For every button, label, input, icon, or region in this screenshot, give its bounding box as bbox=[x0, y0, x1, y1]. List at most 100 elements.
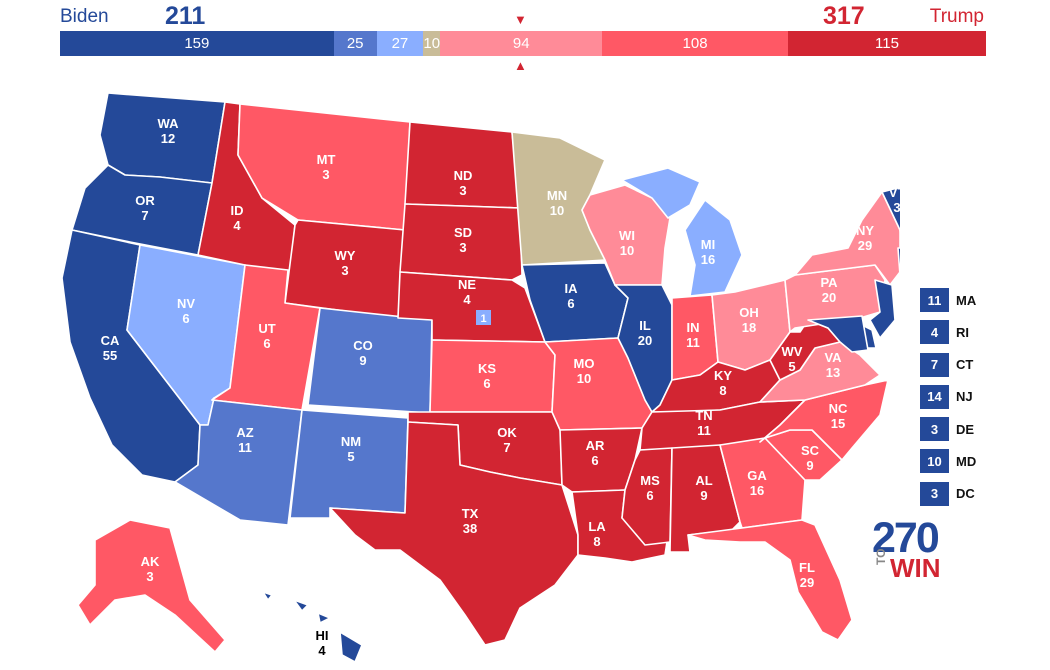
state-ev-ca: 55 bbox=[103, 348, 117, 363]
small-state-ev-box: 4 bbox=[920, 320, 949, 345]
state-ev-mn: 10 bbox=[550, 203, 564, 218]
state-label-ut: UT bbox=[258, 321, 275, 336]
state-label-ak: AK bbox=[141, 554, 160, 569]
state-ks[interactable] bbox=[429, 339, 556, 413]
state-ev-la: 8 bbox=[593, 534, 600, 549]
state-label-tx: TX bbox=[462, 506, 479, 521]
state-label-wy: WY bbox=[335, 248, 356, 263]
small-state-ev-box: 3 bbox=[920, 417, 949, 442]
270towin-logo[interactable]: 270 TO WIN bbox=[872, 514, 941, 582]
state-label-id: ID bbox=[231, 203, 244, 218]
state-ev-wa: 12 bbox=[161, 131, 175, 146]
state-tx[interactable] bbox=[329, 421, 579, 646]
state-label-mt: MT bbox=[317, 152, 336, 167]
state-label-wv: WV bbox=[782, 344, 803, 359]
270-marker-up-icon: ▲ bbox=[514, 58, 527, 73]
state-label-ia: IA bbox=[565, 281, 579, 296]
state-label-wi: WI bbox=[619, 228, 635, 243]
state-ev-wy: 3 bbox=[341, 263, 348, 278]
state-label-nd: ND bbox=[454, 168, 473, 183]
electoral-vote-bar: 159 25 27 10 94 108 115 bbox=[60, 31, 986, 56]
small-state-ct[interactable]: 7 CT bbox=[920, 352, 976, 377]
state-ev-ok: 7 bbox=[503, 440, 510, 455]
state-ev-mi: 16 bbox=[701, 252, 715, 267]
small-state-ri[interactable]: 4 RI bbox=[920, 320, 976, 345]
state-ev-tn: 11 bbox=[697, 423, 711, 438]
state-label-sc: SC bbox=[801, 443, 820, 458]
state-mi[interactable] bbox=[621, 167, 743, 297]
state-ev-id: 4 bbox=[233, 218, 241, 233]
state-ev-sd: 3 bbox=[459, 240, 466, 255]
state-vt[interactable] bbox=[881, 186, 900, 231]
small-state-de[interactable]: 3 DE bbox=[920, 417, 976, 442]
state-label-ms: MS bbox=[640, 473, 660, 488]
small-state-dc[interactable]: 3 DC bbox=[920, 481, 976, 506]
state-ev-ak: 3 bbox=[146, 569, 153, 584]
state-label-mo: MO bbox=[574, 356, 595, 371]
state-ev-nc: 15 bbox=[831, 416, 845, 431]
state-md[interactable] bbox=[807, 315, 869, 353]
state-label-in: IN bbox=[687, 320, 700, 335]
state-hi[interactable] bbox=[262, 591, 363, 663]
state-ev-il: 20 bbox=[638, 333, 652, 348]
state-ev-nv: 6 bbox=[182, 311, 189, 326]
small-state-md[interactable]: 10 MD bbox=[920, 449, 976, 474]
state-label-or: OR bbox=[135, 193, 155, 208]
state-label-ca: CA bbox=[101, 333, 120, 348]
state-ev-mo: 10 bbox=[577, 371, 591, 386]
state-ev-ga: 16 bbox=[750, 483, 764, 498]
small-state-ev-box: 14 bbox=[920, 384, 949, 409]
state-ev-nm: 5 bbox=[347, 449, 354, 464]
state-label-az: AZ bbox=[236, 425, 253, 440]
state-ev-mt: 3 bbox=[322, 167, 329, 182]
state-ev-sc: 9 bbox=[806, 458, 813, 473]
state-label-il: IL bbox=[639, 318, 651, 333]
state-label-co: CO bbox=[353, 338, 373, 353]
state-ev-co: 9 bbox=[359, 353, 366, 368]
state-label-ar: AR bbox=[586, 438, 605, 453]
state-ev-ms: 6 bbox=[646, 488, 653, 503]
state-label-al: AL bbox=[695, 473, 712, 488]
state-label-la: LA bbox=[588, 519, 606, 534]
state-ev-oh: 18 bbox=[742, 320, 756, 335]
bar-segment: 159 bbox=[60, 31, 334, 56]
state-label-ks: KS bbox=[478, 361, 496, 376]
small-state-abbr: CT bbox=[956, 357, 974, 373]
bar-segment: 115 bbox=[788, 31, 986, 56]
state-nm[interactable] bbox=[289, 409, 409, 519]
state-label-tn: TN bbox=[695, 408, 712, 423]
bar-segment: 25 bbox=[333, 31, 377, 56]
state-label-wa: WA bbox=[158, 116, 180, 131]
state-ev-vt: 3 bbox=[893, 200, 900, 215]
state-ak[interactable] bbox=[77, 519, 226, 653]
small-state-ev-box: 11 bbox=[920, 288, 949, 312]
state-ev-ks: 6 bbox=[483, 376, 490, 391]
state-co[interactable] bbox=[307, 307, 433, 414]
trump-name: Trump bbox=[929, 6, 984, 27]
small-state-ma[interactable]: 11 MA bbox=[920, 288, 976, 312]
state-ev-ar: 6 bbox=[591, 453, 598, 468]
state-ev-tx: 38 bbox=[463, 521, 477, 536]
state-ev-fl: 29 bbox=[800, 575, 814, 590]
state-label-ok: OK bbox=[497, 425, 517, 440]
state-nj[interactable] bbox=[869, 279, 896, 339]
small-state-ev-box: 7 bbox=[920, 352, 949, 377]
state-label-oh: OH bbox=[739, 305, 759, 320]
state-ct[interactable] bbox=[897, 247, 900, 276]
state-ev-ia: 6 bbox=[567, 296, 574, 311]
state-sd[interactable] bbox=[399, 203, 523, 281]
state-ut[interactable] bbox=[211, 264, 321, 411]
logo-number: 270 bbox=[872, 514, 940, 562]
bar-segment: 94 bbox=[440, 31, 603, 56]
state-label-vt: VT bbox=[889, 185, 900, 200]
ne-district-2-box[interactable] bbox=[476, 310, 491, 325]
small-state-nj[interactable]: 14 NJ bbox=[920, 384, 976, 409]
bar-segment: 108 bbox=[602, 31, 788, 56]
small-state-abbr: MA bbox=[956, 292, 977, 308]
state-label-nc: NC bbox=[829, 401, 848, 416]
state-label-ky: KY bbox=[714, 368, 732, 383]
state-label-fl: FL bbox=[799, 560, 815, 575]
state-label-pa: PA bbox=[820, 275, 838, 290]
state-fl[interactable] bbox=[687, 519, 853, 641]
state-nc[interactable] bbox=[759, 379, 889, 461]
